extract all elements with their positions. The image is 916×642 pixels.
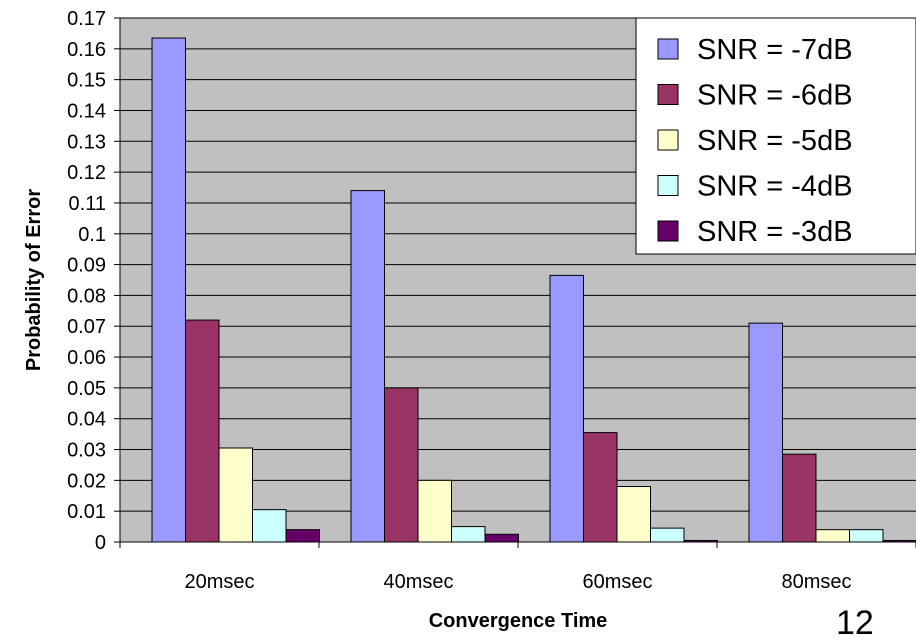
y-tick-labels: 0 0.01 0.02 0.03 0.04 0.05 0.06 0.07 0.08 0.09 0.1… [67,8,106,554]
bar [451,526,486,543]
bar [616,486,651,543]
y-tick-label: 0.13 [67,131,106,153]
legend-label: SNR = -4dB [697,171,853,203]
x-tick-label: 80msec [781,571,851,593]
y-tick-label: 0.16 [67,39,106,61]
x-tick-labels: 20msec 40msec 60msec 80msec [184,571,851,593]
legend-swatch [657,220,679,242]
y-tick-label: 0.05 [67,378,106,400]
bar [285,529,320,543]
axes [114,17,916,548]
legend-box [635,17,916,255]
bar [384,387,419,543]
y-tick-label: 0.06 [67,347,106,369]
x-axis-title: Convergence Time [429,610,608,632]
legend-label: SNR = -3dB [697,216,853,248]
bar [185,319,220,543]
legend-swatch [657,84,679,105]
bar [252,509,287,543]
bar [549,274,584,543]
y-tick-label: 0 [95,532,106,554]
y-tick-label: 0.03 [67,440,106,462]
bar [782,453,817,543]
y-tick-label: 0.17 [67,8,106,30]
y-tick-label: 0.12 [67,162,106,184]
x-tick-label: 40msec [383,571,453,593]
y-tick-label: 0.1 [78,224,106,246]
bar [417,479,452,543]
y-tick-label: 0.07 [67,316,106,338]
y-tick-label: 0.14 [67,100,106,122]
x-tick-label: 60msec [582,571,652,593]
bar [151,37,186,543]
y-tick-label: 0.01 [67,501,106,523]
y-tick-label: 0.02 [67,470,106,492]
bar [815,529,850,543]
page-number: 12 [836,604,874,642]
y-axis-title: Probability of Error [23,189,45,371]
bar [484,533,519,543]
bar [748,322,783,543]
y-tick-label: 0.11 [69,193,106,215]
legend-label: SNR = -7dB [697,34,853,66]
bar [218,447,253,543]
bar [350,190,385,543]
y-tick-label: 0.08 [67,285,106,307]
y-tick-label: 0.04 [67,409,106,431]
legend-label: SNR = -5dB [697,125,853,157]
legend: SNR = -7dB SNR = -6dB SNR = -5dB SNR = -4dB… [635,17,916,255]
x-tick-label: 20msec [184,571,254,593]
bar [650,527,685,543]
bars [151,37,916,543]
bar [849,529,884,543]
y-tick-label: 0.09 [67,255,106,277]
legend-swatch [657,129,679,151]
bar [583,432,618,543]
legend-label: SNR = -6dB [697,80,853,112]
legend-swatch [657,38,679,60]
y-tick-label: 0.15 [67,70,106,92]
legend-swatch [657,175,679,196]
